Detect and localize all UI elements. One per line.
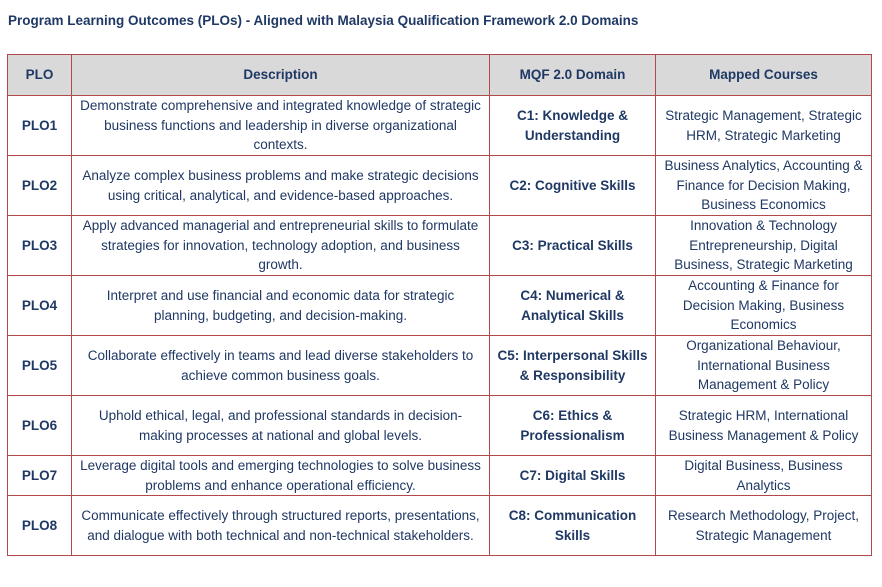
table-header-row: PLO Description MQF 2.0 Domain Mapped Co… — [7, 54, 872, 96]
header-mqf-domain: MQF 2.0 Domain — [489, 54, 656, 96]
description-cell: Demonstrate comprehensive and integrated… — [71, 95, 490, 156]
domain-cell: C6: Ethics & Professionalism — [489, 395, 656, 456]
courses-cell: Research Methodology, Project, Strategic… — [655, 495, 872, 556]
header-plo: PLO — [7, 54, 72, 96]
table-row: PLO4 Interpret and use financial and eco… — [7, 275, 872, 336]
domain-cell: C3: Practical Skills — [489, 215, 656, 276]
table-row: PLO7 Leverage digital tools and emerging… — [7, 455, 872, 496]
table-row: PLO3 Apply advanced managerial and entre… — [7, 215, 872, 276]
plo-cell: PLO2 — [7, 155, 72, 216]
plo-cell: PLO5 — [7, 335, 72, 396]
courses-cell: Strategic Management, Strategic HRM, Str… — [655, 95, 872, 156]
plo-cell: PLO7 — [7, 455, 72, 496]
description-cell: Leverage digital tools and emerging tech… — [71, 455, 490, 496]
domain-cell: C4: Numerical & Analytical Skills — [489, 275, 656, 336]
description-cell: Communicate effectively through structur… — [71, 495, 490, 556]
table-row: PLO5 Collaborate effectively in teams an… — [7, 335, 872, 396]
table-row: PLO6 Uphold ethical, legal, and professi… — [7, 395, 872, 456]
description-cell: Collaborate effectively in teams and lea… — [71, 335, 490, 396]
domain-cell: C8: Communication Skills — [489, 495, 656, 556]
table-row: PLO2 Analyze complex business problems a… — [7, 155, 872, 216]
domain-cell: C1: Knowledge & Understanding — [489, 95, 656, 156]
description-cell: Uphold ethical, legal, and professional … — [71, 395, 490, 456]
table-row: PLO1 Demonstrate comprehensive and integ… — [7, 95, 872, 156]
domain-cell: C5: Interpersonal Skills & Responsibilit… — [489, 335, 656, 396]
description-cell: Apply advanced managerial and entreprene… — [71, 215, 490, 276]
table-row: PLO8 Communicate effectively through str… — [7, 495, 872, 556]
courses-cell: Accounting & Finance for Decision Making… — [655, 275, 872, 336]
plo-cell: PLO3 — [7, 215, 72, 276]
description-cell: Interpret and use financial and economic… — [71, 275, 490, 336]
plo-cell: PLO6 — [7, 395, 72, 456]
plo-cell: PLO4 — [7, 275, 72, 336]
page-title: Program Learning Outcomes (PLOs) - Align… — [8, 13, 639, 28]
domain-cell: C2: Cognitive Skills — [489, 155, 656, 216]
description-cell: Analyze complex business problems and ma… — [71, 155, 490, 216]
courses-cell: Business Analytics, Accounting & Finance… — [655, 155, 872, 216]
courses-cell: Organizational Behaviour, International … — [655, 335, 872, 396]
plo-cell: PLO8 — [7, 495, 72, 556]
domain-cell: C7: Digital Skills — [489, 455, 656, 496]
plo-table: PLO Description MQF 2.0 Domain Mapped Co… — [7, 54, 872, 556]
courses-cell: Digital Business, Business Analytics — [655, 455, 872, 496]
plo-cell: PLO1 — [7, 95, 72, 156]
courses-cell: Innovation & Technology Entrepreneurship… — [655, 215, 872, 276]
header-mapped-courses: Mapped Courses — [655, 54, 872, 96]
header-description: Description — [71, 54, 490, 96]
courses-cell: Strategic HRM, International Business Ma… — [655, 395, 872, 456]
